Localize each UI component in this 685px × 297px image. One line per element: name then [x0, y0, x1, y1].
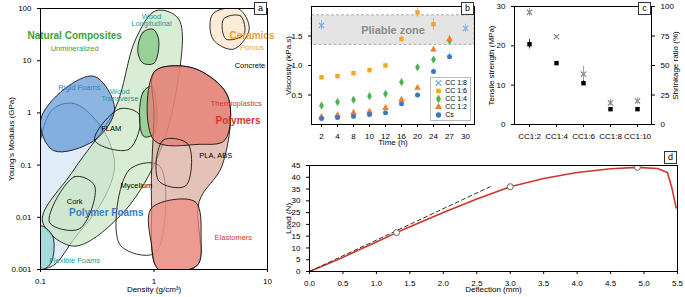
svg-text:10: 10	[365, 132, 374, 141]
svg-text:1.0: 1.0	[371, 279, 383, 288]
svg-text:1.5: 1.5	[291, 31, 303, 41]
svg-text:10: 10	[292, 244, 301, 253]
svg-text:40: 40	[292, 173, 301, 182]
svg-text:4.0: 4.0	[572, 279, 584, 288]
svg-text:Tensile strength (MPa): Tensile strength (MPa)	[487, 25, 496, 105]
svg-text:WoodTransverse: WoodTransverse	[101, 87, 138, 104]
svg-text:Elastomers: Elastomers	[215, 233, 253, 242]
svg-text:Viscosity (kPa.s): Viscosity (kPa.s)	[284, 36, 293, 95]
svg-text:Rigid Foams: Rigid Foams	[58, 83, 100, 92]
svg-text:4: 4	[335, 132, 340, 141]
svg-text:0.5: 0.5	[337, 279, 349, 288]
svg-text:30: 30	[461, 132, 470, 141]
svg-text:Density (g/cm³): Density (g/cm³)	[127, 285, 182, 294]
svg-text:Pliable zone: Pliable zone	[361, 24, 425, 36]
svg-text:25: 25	[661, 91, 670, 100]
svg-text:0: 0	[296, 267, 301, 276]
svg-text:1: 1	[151, 277, 157, 287]
svg-text:5.5: 5.5	[672, 279, 684, 288]
svg-text:PLA, ABS: PLA, ABS	[199, 151, 232, 160]
svg-text:5.0: 5.0	[638, 279, 650, 288]
svg-text:3.5: 3.5	[538, 279, 550, 288]
svg-text:10: 10	[497, 81, 506, 90]
svg-text:Natural Composites: Natural Composites	[27, 30, 122, 41]
svg-text:2.0: 2.0	[438, 279, 450, 288]
svg-text:Polymer Foams: Polymer Foams	[69, 207, 144, 218]
svg-text:15: 15	[291, 231, 301, 241]
svg-text:Mycelium: Mycelium	[121, 181, 153, 190]
html-text:Cs: Cs	[445, 111, 454, 118]
svg-text:Thermoplastics: Thermoplastics	[211, 99, 262, 108]
html-text:b: b	[465, 3, 470, 13]
svg-text:30: 30	[291, 196, 301, 206]
svg-text:100: 100	[18, 4, 32, 13]
svg-text:Shrinkage ratio (%): Shrinkage ratio (%)	[671, 31, 680, 100]
html-text:CC 1:8: CC 1:8	[445, 79, 467, 86]
svg-text:Ceramics: Ceramics	[229, 30, 274, 41]
svg-text:30: 30	[497, 2, 506, 11]
svg-text:Concrete: Concrete	[235, 61, 265, 70]
svg-text:8: 8	[351, 132, 356, 141]
svg-text:FLAM: FLAM	[101, 124, 121, 133]
svg-text:0.5: 0.5	[291, 90, 303, 100]
html-text:a: a	[258, 3, 263, 13]
svg-text:CC1:2: CC1:2	[518, 132, 541, 141]
svg-text:27: 27	[445, 132, 454, 141]
svg-text:Young's Modulus (GPa): Young's Modulus (GPa)	[7, 97, 16, 181]
svg-text:35: 35	[292, 185, 301, 194]
svg-text:CC1:6: CC1:6	[572, 132, 595, 141]
svg-text:Cork: Cork	[67, 197, 83, 206]
svg-text:0: 0	[661, 120, 666, 129]
svg-text:1.0: 1.0	[291, 61, 303, 71]
svg-text:24: 24	[429, 132, 438, 141]
html-text:CC 1:2: CC 1:2	[445, 103, 467, 110]
svg-text:Polymers: Polymers	[216, 115, 261, 126]
svg-text:20: 20	[291, 219, 301, 229]
svg-text:0.0: 0.0	[304, 279, 316, 288]
svg-text:0: 0	[501, 120, 506, 129]
svg-text:Load (N): Load (N)	[284, 203, 293, 234]
svg-text:1.5: 1.5	[404, 279, 416, 288]
svg-text:0.001: 0.001	[11, 265, 32, 274]
svg-text:Flexible Foams: Flexible Foams	[49, 256, 100, 265]
svg-text:50: 50	[661, 61, 670, 70]
svg-text:Unmineralized: Unmineralized	[51, 44, 99, 53]
svg-text:10: 10	[23, 56, 32, 65]
svg-text:5: 5	[296, 255, 301, 264]
svg-text:2: 2	[319, 132, 324, 141]
svg-text:CC1:4: CC1:4	[545, 132, 568, 141]
svg-text:20: 20	[413, 132, 422, 141]
svg-text:Deflection (mm): Deflection (mm)	[465, 285, 522, 294]
svg-text:4.5: 4.5	[605, 279, 617, 288]
html-text:d: d	[668, 152, 673, 162]
svg-text:0.01: 0.01	[16, 213, 32, 222]
svg-text:WoodLongitudinal: WoodLongitudinal	[131, 12, 172, 29]
svg-text:100: 100	[661, 2, 675, 11]
svg-text:10: 10	[263, 277, 272, 286]
svg-text:45: 45	[292, 161, 301, 170]
html-text:CC 1:4: CC 1:4	[445, 95, 467, 102]
svg-text:Porous: Porous	[240, 43, 264, 52]
html-text:c: c	[642, 3, 647, 13]
svg-text:25: 25	[291, 208, 301, 218]
html-text:CC 1:6: CC 1:6	[445, 87, 467, 94]
svg-text:20: 20	[497, 41, 506, 50]
svg-text:CC1:8: CC1:8	[599, 132, 622, 141]
svg-text:1: 1	[27, 108, 32, 117]
svg-text:75: 75	[661, 32, 670, 41]
svg-text:CC1:10: CC1:10	[624, 132, 652, 141]
svg-text:Time (h): Time (h)	[378, 138, 408, 147]
svg-text:0.1: 0.1	[35, 277, 47, 286]
svg-text:0.1: 0.1	[20, 161, 32, 170]
